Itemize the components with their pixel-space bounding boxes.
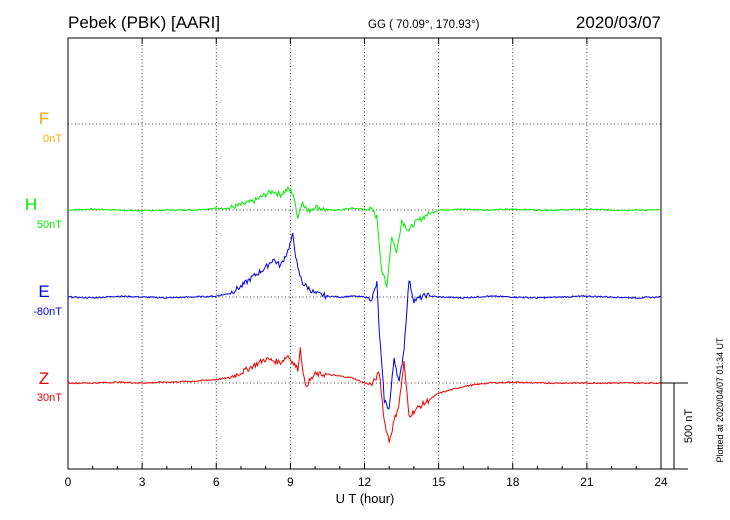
plotted-timestamp: Plotted at 2020/04/07 01:34 UT	[715, 337, 725, 463]
grid-layer	[68, 38, 661, 469]
x-tick-label: 6	[213, 475, 220, 489]
x-tick-label: 24	[654, 475, 668, 489]
series-label-f: F	[39, 109, 49, 128]
x-tick-label: 0	[65, 475, 72, 489]
x-axis-ticks: 0 3 6 9 12 15 18 21 24	[65, 38, 668, 489]
baseline-label-f: 0nT	[43, 133, 62, 145]
plot-frame	[67, 37, 662, 470]
x-tick-label: 12	[358, 475, 372, 489]
trace-h	[67, 185, 662, 288]
traces-layer	[67, 185, 662, 443]
x-tick-label: 18	[506, 475, 520, 489]
baseline-label-e: -80nT	[33, 306, 62, 318]
baseline-label-h: 50nT	[37, 219, 62, 231]
x-axis-label: U T (hour)	[336, 491, 395, 506]
station-coordinates: GG ( 70.09°, 170.93°)	[368, 19, 480, 31]
scale-bar: 500 nT	[661, 382, 695, 470]
baseline-label-z: 30nT	[37, 392, 62, 404]
trace-e	[67, 232, 662, 410]
series-label-z: Z	[39, 369, 49, 388]
x-tick-label: 15	[432, 475, 446, 489]
x-tick-label: 3	[139, 475, 146, 489]
plot-date: 2020/03/07	[576, 13, 661, 32]
x-tick-label: 21	[580, 475, 594, 489]
x-tick-label: 9	[287, 475, 294, 489]
series-label-e: E	[38, 282, 49, 301]
trace-z	[67, 347, 662, 443]
station-title: Pebek (PBK) [AARI]	[68, 13, 220, 32]
series-label-h: H	[25, 195, 37, 214]
scale-bar-label: 500 nT	[683, 409, 695, 444]
